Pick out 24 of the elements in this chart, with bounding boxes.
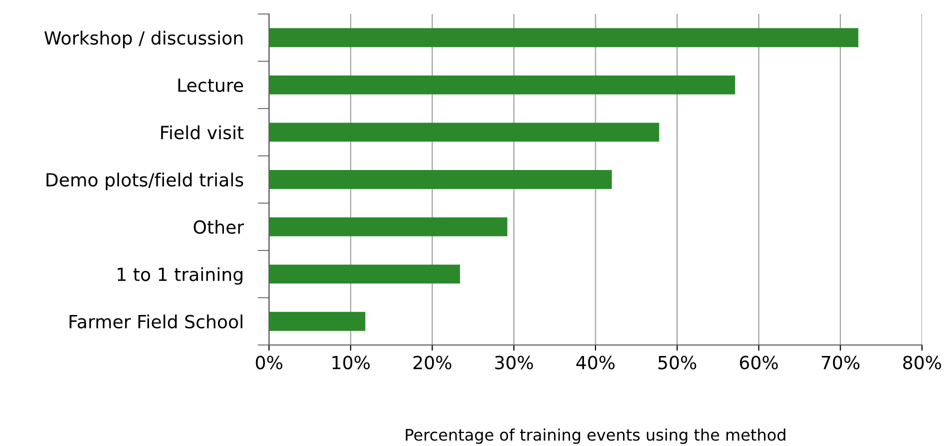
x-tick-label: 60% [740,356,778,370]
x-axis-title: Percentage of training events using the method [406,428,786,444]
bar [269,28,858,48]
y-tick-label: Field visit [161,125,244,140]
x-tick-label: 80% [903,356,942,370]
bar [269,170,612,189]
bar [269,122,660,142]
x-tick-label: 40% [576,356,615,370]
bar [269,312,366,331]
x-tick-label: 50% [658,356,696,370]
y-tick-label: Farmer Field School [70,314,242,328]
y-tick-label: Other [194,220,244,234]
y-tick-label: Workshop / discussion [44,30,242,48]
y-tick-label: Lecture [178,78,244,92]
x-tick-label: 10% [332,356,370,370]
bar [269,75,736,94]
x-tick-label: 30% [495,356,533,370]
y-tick-label: Demo plots/field trials [46,172,244,190]
x-tick-label: 70% [822,356,860,370]
bar [269,264,460,284]
x-tick-label: 0% [256,356,282,370]
y-tick-label: 1 to 1 training [118,267,242,285]
bar [269,217,508,236]
x-tick-label: 20% [414,356,452,370]
